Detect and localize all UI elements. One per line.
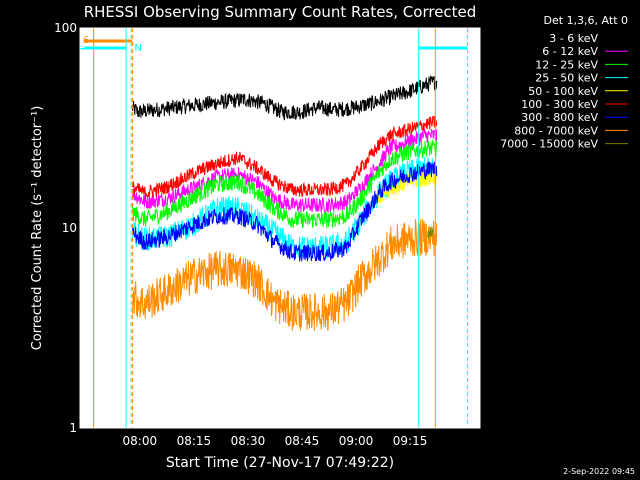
legend-label: 800 - 7000 keV	[514, 124, 598, 137]
x-tick-label: 08:15	[177, 434, 212, 448]
chart-title: RHESSI Observing Summary Count Rates, Co…	[84, 3, 477, 21]
series-line-5	[131, 115, 438, 200]
x-tick-label: 08:45	[285, 434, 320, 448]
y-tick-label: 10	[62, 221, 77, 235]
legend-label: 6 - 12 keV	[542, 45, 598, 58]
x-tick-label: 08:30	[231, 434, 266, 448]
series-line-6	[131, 161, 438, 262]
series-line-2	[131, 139, 438, 229]
series-line-8	[427, 227, 434, 240]
y-tick-label: 100	[54, 21, 77, 35]
data-traces	[131, 74, 438, 332]
legend-title: Det 1,3,6, Att 0	[544, 14, 628, 27]
y-axis-label: Corrected Count Rate (s⁻¹ detector⁻¹)	[30, 106, 45, 351]
night-label: N	[134, 43, 141, 54]
x-axis-label: Start Time (27-Nov-17 07:49:22)	[166, 455, 394, 471]
legend-label: 100 - 300 keV	[521, 98, 598, 111]
legend-label: 300 - 800 keV	[521, 111, 598, 124]
legend-label: 25 - 50 keV	[535, 72, 598, 85]
legend-label: 12 - 25 keV	[535, 58, 598, 71]
axes: 1 10 100 08:00 08:15 08:30 08:45 09:00 09:15	[54, 21, 481, 448]
saa-label: S	[83, 35, 89, 46]
legend-label: 3 - 6 keV	[549, 32, 598, 45]
attenuator-overlays: SN	[80, 28, 468, 428]
legend-label: 50 - 100 keV	[528, 85, 598, 98]
x-tick-label: 09:00	[339, 434, 374, 448]
series-line-1	[131, 128, 438, 213]
series-line-7	[131, 218, 438, 332]
legend-label: 7000 - 15000 keV	[500, 138, 598, 151]
series-line-0	[131, 74, 438, 121]
x-tick-label: 08:00	[123, 434, 158, 448]
y-tick-label: 1	[69, 421, 77, 435]
x-tick-label: 09:15	[393, 434, 428, 448]
generation-timestamp: 2-Sep-2022 09:45	[563, 467, 635, 476]
